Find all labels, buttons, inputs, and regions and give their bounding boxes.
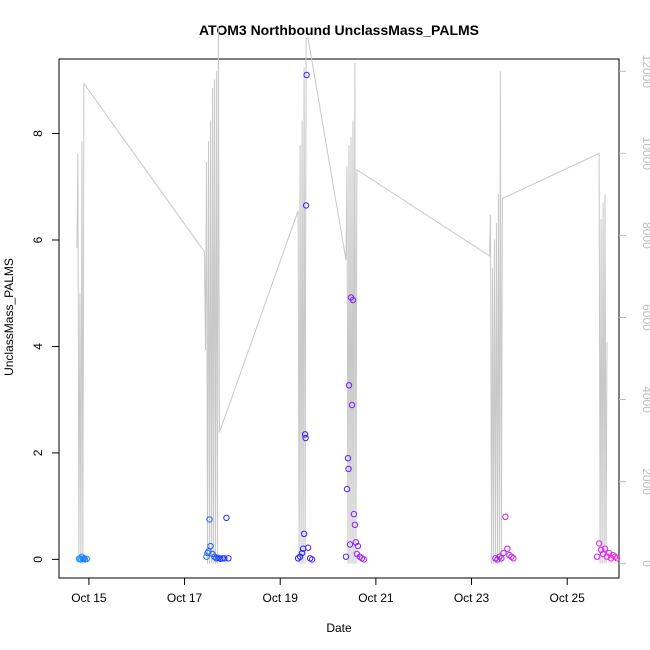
data-point <box>219 555 226 562</box>
data-point <box>343 485 351 493</box>
altitude-layer <box>76 26 608 564</box>
data-point <box>296 553 304 560</box>
data-point <box>508 553 515 560</box>
data-point <box>350 510 358 518</box>
data-point <box>349 296 357 304</box>
data-point <box>344 455 352 462</box>
y2-tick-label: 0 <box>640 560 650 567</box>
data-point <box>601 545 609 552</box>
data-point <box>500 549 507 557</box>
data-point <box>609 551 617 559</box>
data-point <box>607 555 615 562</box>
data-point <box>502 513 509 520</box>
data-point <box>303 71 310 79</box>
data-point <box>302 434 309 442</box>
data-point <box>510 555 517 562</box>
y2-tick-label: 8000 <box>640 222 650 249</box>
data-point <box>342 553 350 560</box>
y-tick-label: 4 <box>31 343 45 350</box>
y2-tick-label: 10000 <box>640 137 650 171</box>
x-axis-label: Date <box>326 621 352 635</box>
data-point <box>83 555 91 562</box>
data-point <box>498 555 505 562</box>
data-point <box>595 540 603 547</box>
data-point <box>593 553 601 560</box>
data-point <box>300 530 308 537</box>
data-point <box>496 553 503 560</box>
data-point <box>211 553 218 560</box>
y-axis-label: UnclassMass_PALMS <box>2 258 16 376</box>
data-point <box>301 431 309 438</box>
data-point <box>221 555 228 562</box>
data-point <box>354 542 362 550</box>
data-point <box>345 465 352 473</box>
data-point <box>506 551 513 559</box>
data-point <box>308 556 316 563</box>
data-point <box>345 382 353 389</box>
data-point <box>360 556 368 563</box>
data-point <box>294 555 302 562</box>
data-point <box>504 545 511 552</box>
data-point <box>206 516 213 523</box>
data-point <box>352 539 360 546</box>
plot-frame <box>58 58 620 579</box>
data-point <box>611 553 619 560</box>
x-tick-label: Oct 17 <box>167 591 203 605</box>
data-point <box>225 555 232 562</box>
data-point <box>298 549 306 557</box>
data-point <box>223 514 230 521</box>
data-point <box>302 202 310 209</box>
y2-tick-label: 12000 <box>640 55 650 89</box>
points-layer <box>75 71 621 563</box>
data-point <box>207 542 214 550</box>
chart-title: ATOM3 Northbound UnclassMass_PALMS <box>199 22 479 38</box>
x-tick-label: Oct 21 <box>358 591 394 605</box>
axes: Oct 15 Oct 17 Oct 19 Oct 21 Oct 23 Oct 25 0 2 4 6… <box>31 55 650 605</box>
x-tick-label: Oct 15 <box>71 591 107 605</box>
data-point <box>348 401 356 409</box>
y-tick-label: 8 <box>31 130 45 137</box>
data-point <box>613 555 621 562</box>
y-tick-label: 2 <box>31 449 45 456</box>
data-point <box>80 555 88 562</box>
altitude-line <box>76 26 608 564</box>
data-point <box>304 544 312 551</box>
y2-tick-label: 2000 <box>640 468 650 495</box>
data-point <box>346 541 354 548</box>
y-tick-label: 0 <box>31 556 45 563</box>
y2-tick-label: 6000 <box>640 304 650 331</box>
data-point <box>203 553 210 560</box>
data-point <box>351 521 359 528</box>
data-point <box>603 553 611 560</box>
x-tick-label: Oct 25 <box>550 591 586 605</box>
x-tick-label: Oct 23 <box>454 591 490 605</box>
x-tick-label: Oct 19 <box>263 591 299 605</box>
y-tick-label: 6 <box>31 236 45 243</box>
y2-tick-label: 4000 <box>640 386 650 413</box>
